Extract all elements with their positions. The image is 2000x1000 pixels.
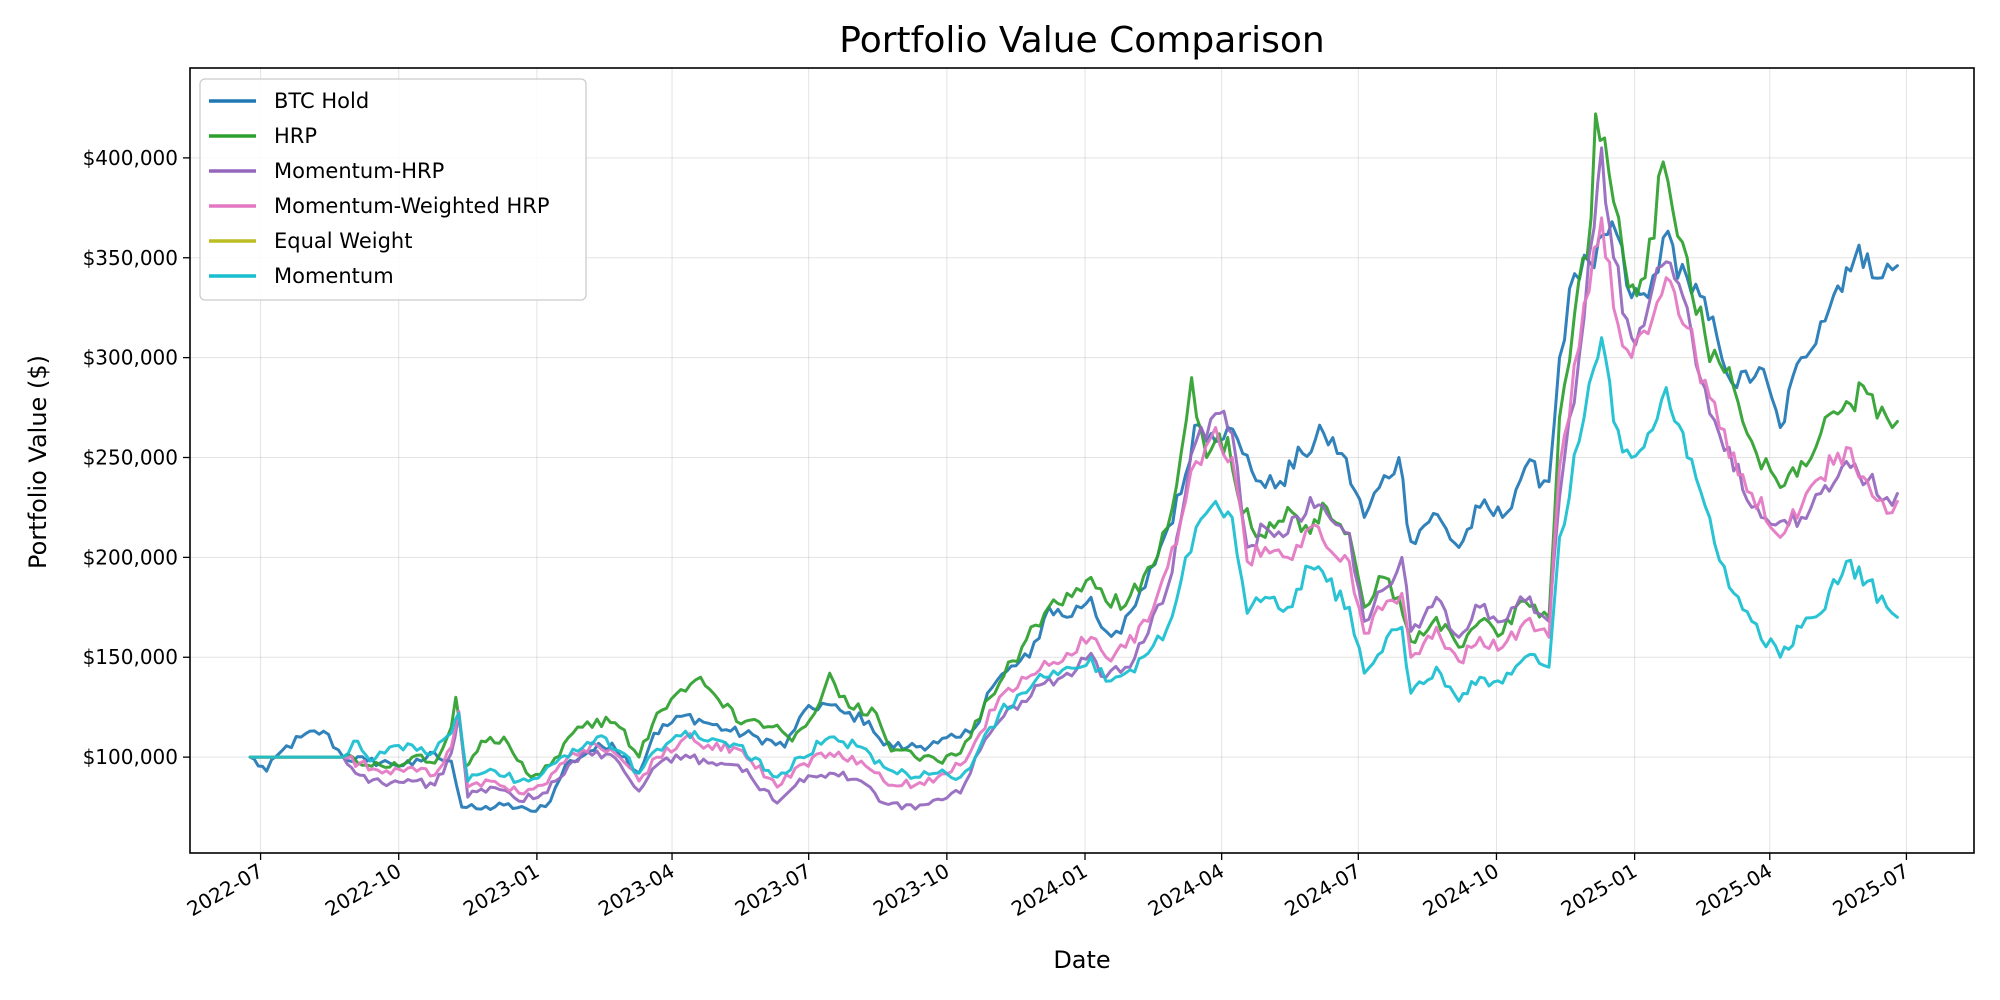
x-tick-label: 2022-07 xyxy=(183,859,267,922)
series-line-momentum xyxy=(248,336,1899,784)
y-tick-label: $100,000 xyxy=(83,745,178,769)
legend-label: BTC Hold xyxy=(274,89,369,113)
y-tick-label: $400,000 xyxy=(83,146,178,170)
legend-label: Equal Weight xyxy=(274,229,412,253)
x-axis: 2022-07 2022-10 2023-01 2023-04 2023-07 2023-… xyxy=(183,853,1913,921)
y-tick-label: $200,000 xyxy=(83,545,178,569)
series-layer xyxy=(248,112,1899,813)
y-axis: $100,000 $150,000 $200,000 $250,000 $300,000… xyxy=(83,146,190,769)
x-tick-label: 2024-04 xyxy=(1144,859,1228,922)
x-tick-label: 2023-10 xyxy=(869,859,953,922)
x-tick-label: 2025-04 xyxy=(1692,859,1776,922)
legend-label: Momentum-Weighted HRP xyxy=(274,194,550,218)
x-tick-label: 2025-07 xyxy=(1829,859,1913,922)
series-line-momentum-hrp xyxy=(248,146,1899,811)
legend-box xyxy=(199,78,587,301)
legend: BTC Hold HRP Momentum-HRP Momentum-Weighted… xyxy=(199,78,587,301)
y-tick-label: $150,000 xyxy=(83,645,178,669)
x-tick-label: 2023-07 xyxy=(731,859,815,922)
x-axis-title: Date xyxy=(1053,946,1110,974)
y-axis-title: Portfolio Value ($) xyxy=(24,355,52,569)
legend-label: HRP xyxy=(274,124,317,148)
chart-title: Portfolio Value Comparison xyxy=(839,20,1324,61)
y-tick-label: $300,000 xyxy=(83,346,178,370)
x-tick-label: 2023-01 xyxy=(459,859,543,922)
series-line-hrp xyxy=(248,112,1899,779)
x-tick-label: 2023-04 xyxy=(594,859,678,922)
series-line-btc-hold xyxy=(248,220,1899,813)
x-tick-label: 2024-01 xyxy=(1007,859,1091,922)
legend-label: Momentum xyxy=(274,264,394,288)
legend-label: Momentum-HRP xyxy=(274,159,444,183)
x-tick-label: 2025-01 xyxy=(1557,859,1641,922)
x-tick-label: 2024-10 xyxy=(1419,859,1503,922)
x-tick-label: 2022-10 xyxy=(321,859,405,922)
series-line-momentum-weighted-hrp xyxy=(248,216,1899,796)
y-tick-label: $350,000 xyxy=(83,246,178,270)
plot-frame xyxy=(189,67,1975,854)
y-tick-label: $250,000 xyxy=(83,446,178,470)
x-tick-label: 2024-07 xyxy=(1280,859,1364,922)
